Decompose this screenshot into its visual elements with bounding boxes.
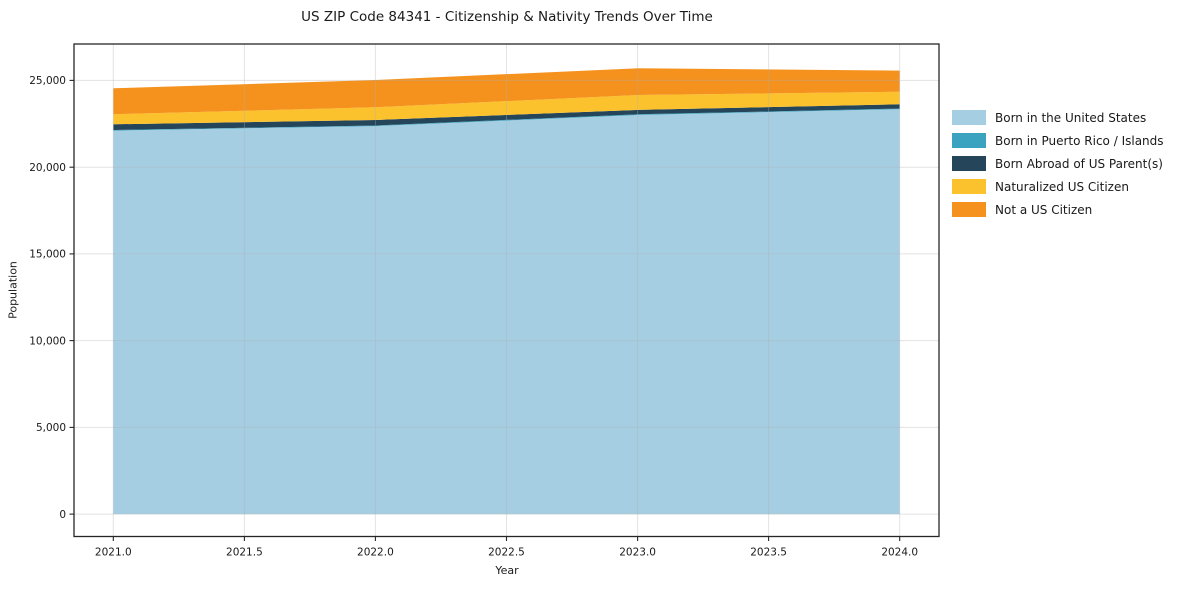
legend-item: Naturalized US Citizen [952, 175, 1164, 198]
legend-item: Born Abroad of US Parent(s) [952, 152, 1164, 175]
area-series-0 [113, 109, 900, 515]
area-series-3 [113, 91, 900, 125]
legend-swatch [952, 156, 986, 171]
y-tick-label: 5,000 [36, 422, 66, 434]
legend-label: Naturalized US Citizen [995, 179, 1129, 194]
legend-swatch [952, 133, 986, 148]
legend-item: Not a US Citizen [952, 198, 1164, 221]
y-tick-label: 0 [59, 509, 66, 521]
legend-label: Born Abroad of US Parent(s) [995, 156, 1163, 171]
stacked-areas [113, 68, 900, 515]
area-series-1 [113, 108, 900, 131]
x-tick-label: 2024.0 [881, 547, 918, 559]
legend-swatch [952, 179, 986, 194]
y-tick-label: 25,000 [29, 75, 66, 87]
legend-item: Born in the United States [952, 106, 1164, 129]
legend-item: Born in Puerto Rico / Islands [952, 129, 1164, 152]
x-tick-label: 2021.0 [95, 547, 132, 559]
gridlines [74, 44, 939, 537]
legend-label: Born in the United States [995, 110, 1147, 125]
legend-swatch [952, 202, 986, 217]
tick-labels: 0 5,000 10,000 15,000 20,000 25,000 2021.0 2021… [29, 75, 918, 558]
legend-label: Not a US Citizen [995, 202, 1093, 217]
legend: Born in the United States Born in Puerto … [952, 106, 1164, 221]
legend-label: Born in Puerto Rico / Islands [995, 133, 1164, 148]
y-tick-label: 20,000 [29, 162, 66, 174]
x-tick-label: 2022.5 [488, 547, 525, 559]
x-tick-label: 2022.0 [357, 547, 394, 559]
chart-title: US ZIP Code 84341 - Citizenship & Nativi… [301, 9, 713, 25]
y-tick-label: 10,000 [29, 335, 66, 347]
y-tick-label: 15,000 [29, 249, 66, 261]
area-series-2 [113, 104, 900, 130]
x-tick-label: 2023.0 [619, 547, 656, 559]
x-tick-label: 2023.5 [750, 547, 787, 559]
legend-swatch [952, 110, 986, 125]
x-tick-label: 2021.5 [226, 547, 263, 559]
tick-marks [69, 79, 901, 541]
x-axis-label: Year [495, 564, 519, 577]
area-series-4 [113, 68, 900, 115]
